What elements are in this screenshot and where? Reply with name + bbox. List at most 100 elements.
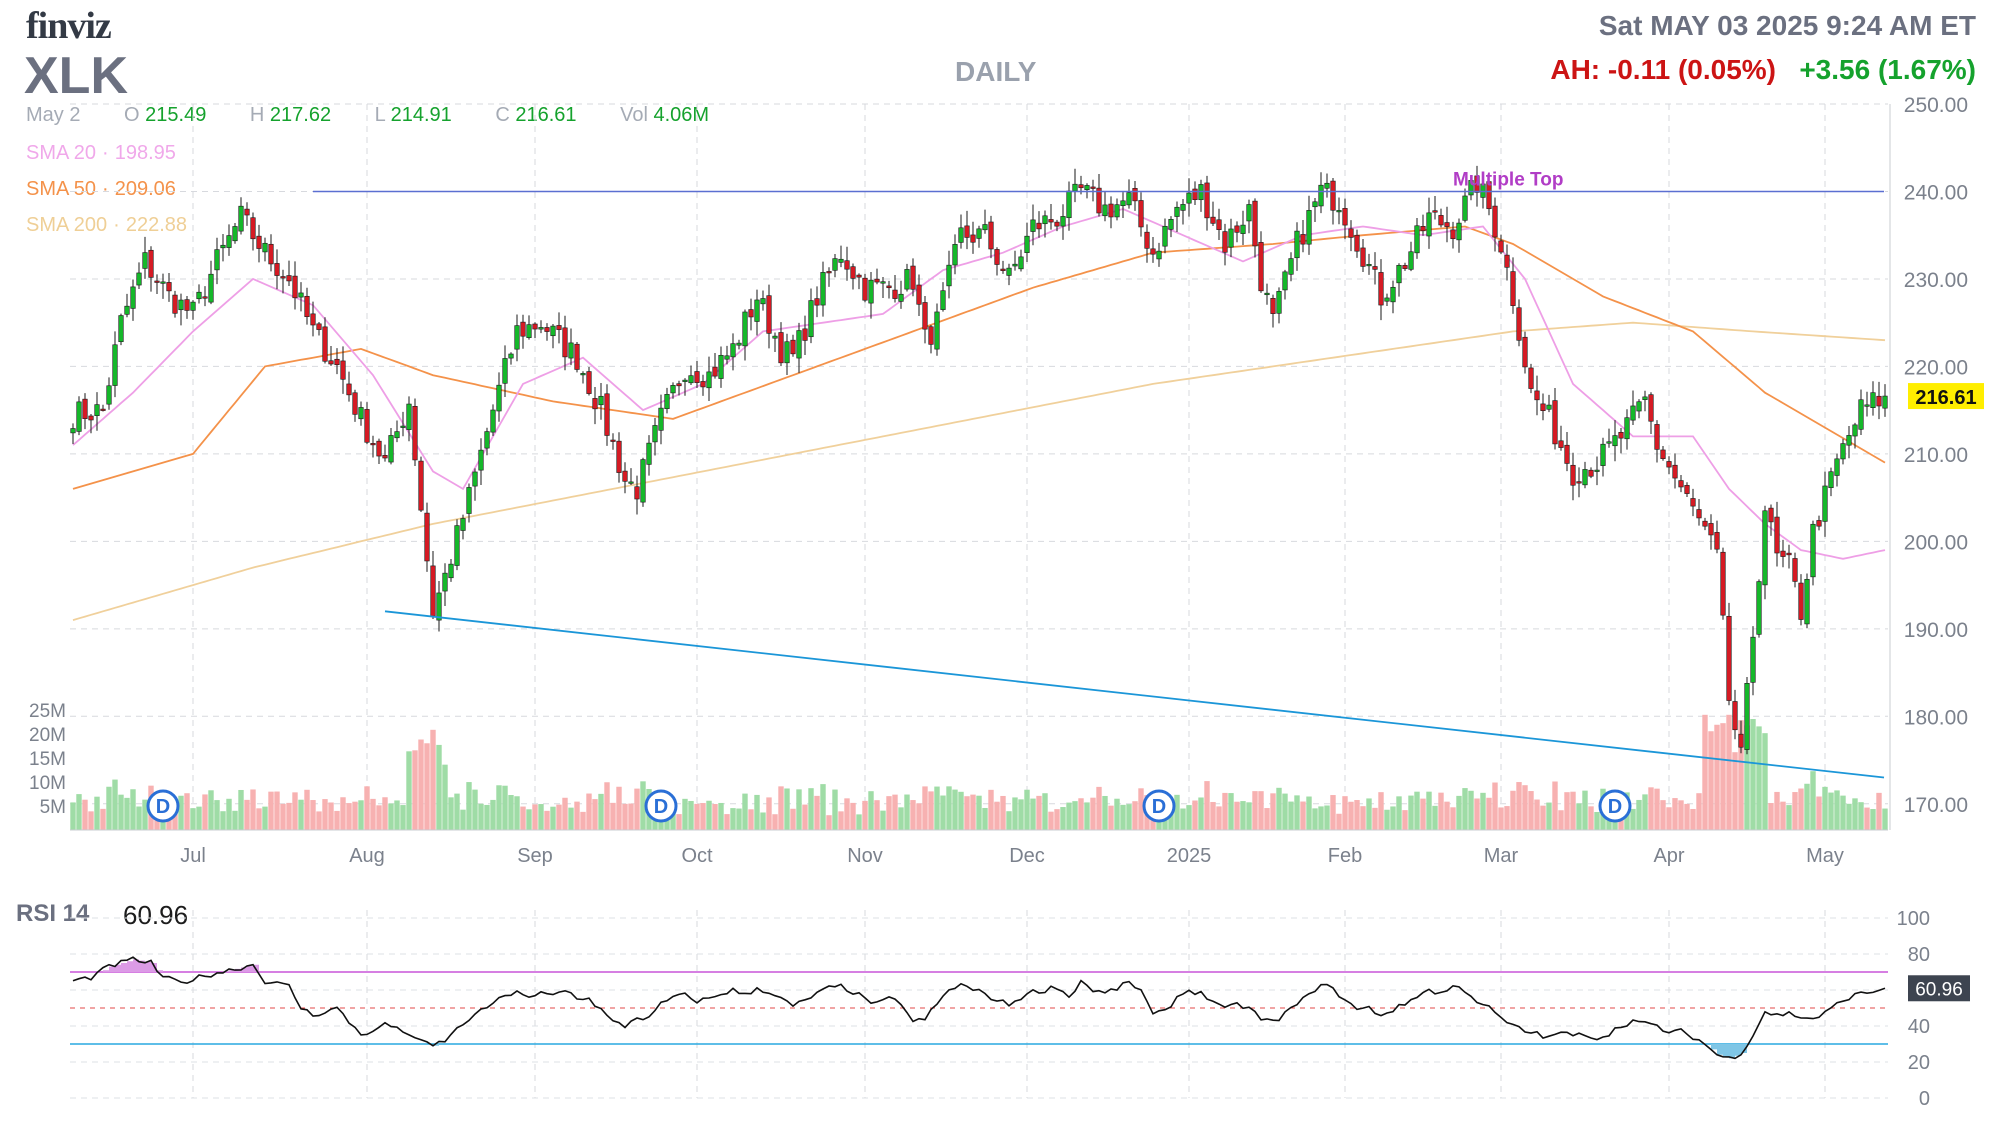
volume-bar xyxy=(346,803,352,830)
candle-body xyxy=(808,300,814,338)
candle-body xyxy=(676,383,682,387)
rsi-panel: 10080604020060.96 xyxy=(70,908,1970,1110)
volume-bar xyxy=(1546,802,1552,830)
volume-bar xyxy=(220,811,226,830)
candle-body xyxy=(166,282,172,292)
last-price-label: 216.61 xyxy=(1915,387,1976,409)
candle-body xyxy=(1372,266,1378,270)
volume-bar xyxy=(1378,792,1384,830)
volume-bar xyxy=(736,808,742,830)
candle-body xyxy=(760,298,766,305)
candle-body xyxy=(1330,180,1336,211)
volume-bar xyxy=(640,781,646,830)
volume-bar xyxy=(1822,786,1828,830)
dividend-marker-label: D xyxy=(156,796,170,818)
volume-bar xyxy=(244,799,250,830)
volume-bar xyxy=(478,803,484,830)
volume-bar xyxy=(1870,809,1876,830)
sma20-legend[interactable]: SMA 20 · 198.95 xyxy=(26,142,176,164)
price-tick-label: 230.00 xyxy=(1904,269,1968,292)
volume-bar xyxy=(1114,798,1120,830)
volume-bar xyxy=(232,810,238,830)
candle-body xyxy=(568,342,574,359)
volume-bar xyxy=(364,786,370,830)
volume-bar xyxy=(1240,801,1246,830)
volume-bar xyxy=(208,790,214,830)
candle-body xyxy=(1180,204,1186,211)
open-label: O xyxy=(124,104,140,126)
candle-body xyxy=(1654,424,1660,450)
volume-bar xyxy=(1054,809,1060,830)
candle-body xyxy=(802,328,808,341)
candle-body xyxy=(1096,187,1102,214)
candle-body xyxy=(226,235,232,248)
candle-body xyxy=(364,409,370,443)
volume-bar xyxy=(1504,806,1510,830)
sma50-legend[interactable]: SMA 50 · 209.06 xyxy=(26,178,176,200)
volume-bar xyxy=(1126,804,1132,830)
volume-bar xyxy=(1132,801,1138,830)
volume-bar xyxy=(1492,782,1498,830)
candle-body xyxy=(730,343,736,358)
candle-body xyxy=(1060,216,1066,227)
volume-bar xyxy=(1768,803,1774,830)
sma50-line xyxy=(72,225,1886,490)
volume-bar xyxy=(1024,789,1030,830)
volume-bar xyxy=(784,788,790,830)
candle-body xyxy=(1348,228,1354,238)
volume-bar xyxy=(1834,790,1840,830)
price-tick-label: 190.00 xyxy=(1904,619,1968,642)
candle-body xyxy=(1012,263,1018,267)
rsi-last-label: 60.96 xyxy=(1915,979,1963,1000)
candle-body xyxy=(1822,485,1828,522)
sma200-legend[interactable]: SMA 200 · 222.88 xyxy=(26,214,188,236)
candle-body xyxy=(1582,469,1588,486)
volume-bar xyxy=(634,788,640,830)
finviz-logo[interactable]: finviz xyxy=(26,5,112,47)
candle-body xyxy=(430,565,436,617)
candle-body xyxy=(1252,200,1258,247)
volume-bar xyxy=(1006,811,1012,830)
volume-bar xyxy=(256,808,262,830)
volume-bar xyxy=(1738,720,1744,830)
month-label: Dec xyxy=(1009,845,1045,867)
candle-body xyxy=(958,227,964,243)
candle-body xyxy=(1432,210,1438,213)
candle-body xyxy=(646,442,652,465)
candle-body xyxy=(916,284,922,305)
candle-body xyxy=(556,325,562,330)
dividend-marker-icon xyxy=(146,789,180,823)
volume-bar xyxy=(1138,788,1144,830)
candle-body xyxy=(124,305,130,315)
volume-bar xyxy=(916,803,922,830)
candle-body xyxy=(208,273,214,303)
candle-body xyxy=(1222,231,1228,253)
volume-bar xyxy=(766,797,772,830)
candle-body xyxy=(214,249,220,271)
candle-body xyxy=(256,235,262,249)
candle-body xyxy=(1042,215,1048,225)
candle-body xyxy=(1000,268,1006,271)
chart-axes: 250.00 240.00 230.00 220.00 210.00 200.00 190.… xyxy=(29,94,1984,867)
candle-body xyxy=(1720,551,1726,616)
candle-body xyxy=(172,294,178,314)
candle-body xyxy=(316,323,322,330)
month-label: May xyxy=(1806,845,1844,867)
high-label: H xyxy=(249,104,265,126)
candle-body xyxy=(1462,195,1468,221)
volume-bar xyxy=(808,788,814,830)
pattern-label: Multiple Top xyxy=(1453,169,1563,190)
candle-body xyxy=(1126,192,1132,206)
candle-body xyxy=(724,355,730,360)
candle-body xyxy=(1366,264,1372,267)
volume-bar xyxy=(718,802,724,830)
rsi-last-tag xyxy=(1908,975,1970,1002)
candle-body xyxy=(1318,184,1324,207)
volume-bar xyxy=(304,789,310,830)
candle-body xyxy=(94,404,100,416)
volume-bar xyxy=(406,751,412,830)
volume-bar xyxy=(436,744,442,830)
dividend-marker-label: D xyxy=(1608,796,1622,818)
candle-body xyxy=(574,343,580,370)
